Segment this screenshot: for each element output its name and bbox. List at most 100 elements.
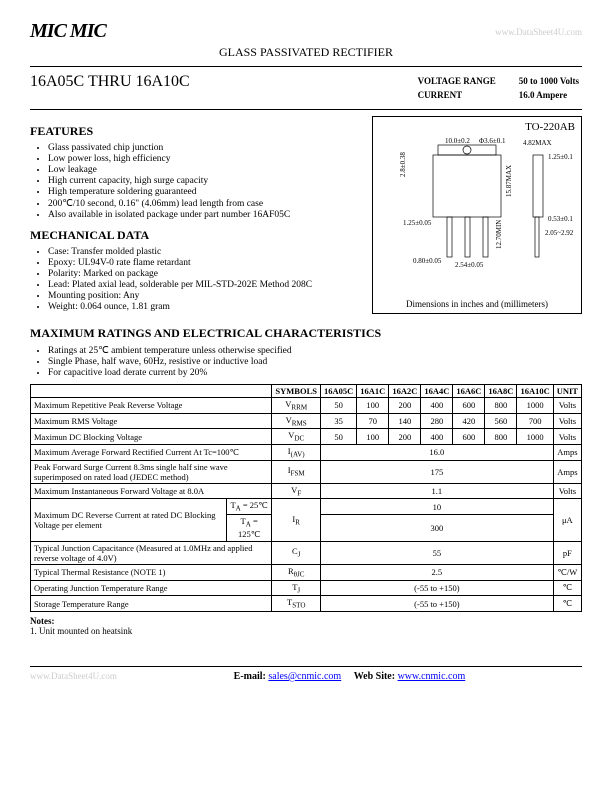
logo-subtitle-block: MIC MIC [30,20,106,43]
doc-subtitle: GLASS PASSIVATED RECTIFIER [30,45,582,60]
table-cell: 800 [485,429,517,445]
svg-text:1.25±0.15: 1.25±0.15 [548,153,573,161]
table-cell: Maximum RMS Voltage [31,413,272,429]
table-cell: Storage Temperature Range [31,596,272,612]
mechanical-item: Epoxy: UL94V-0 rate flame retardant [48,258,362,268]
web-link[interactable]: www.cnmic.com [398,671,466,682]
ratings-heading: MAXIMUM RATINGS AND ELECTRICAL CHARACTER… [30,326,582,341]
table-cell: 100 [357,398,389,414]
table-cell: 50 [321,429,357,445]
table-cell: Maximum Instantaneous Forward Voltage at… [31,483,272,499]
table-cell: 200 [389,398,421,414]
svg-text:15.87MAX: 15.87MAX [505,165,513,197]
current-value: 16.0 Ampere [518,89,580,101]
table-cell: Peak Forward Surge Current 8.3ms single … [31,460,272,483]
table-cell: VRRM [272,398,321,414]
header-row: MIC MIC www.DataSheet4U.com [30,20,582,43]
table-cell: Typical Junction Capacitance (Measured a… [31,541,272,564]
email-label: E-mail: [234,671,266,682]
svg-text:0.53±0.15: 0.53±0.15 [548,215,573,223]
footer: www.DataSheet4U.com E-mail: sales@cnmic.… [30,666,582,682]
svg-text:2.8±0.38: 2.8±0.38 [399,152,407,177]
table-cell: TA = 125℃ [226,515,272,542]
ratings-note: Ratings at 25℃ ambient temperature unles… [48,345,582,356]
voltage-label: VOLTAGE RANGE [417,75,516,87]
ratings-note: For capacitive load derate current by 20… [48,368,582,378]
table-cell: TA = 25℃ [226,499,272,515]
table-cell: VF [272,483,321,499]
svg-text:4.82MAX: 4.82MAX [523,139,552,147]
col-header: 16A6C [453,385,485,398]
notes-block: Notes: 1. Unit mounted on heatsink [30,616,582,636]
col-header: 16A1C [357,385,389,398]
table-cell: 280 [421,413,453,429]
watermark-top: www.DataSheet4U.com [495,27,582,37]
col-header: 16A8C [485,385,517,398]
table-cell: ℃/W [553,564,581,580]
table-cell: 600 [453,398,485,414]
divider [30,66,582,67]
table-cell: IFSM [272,460,321,483]
table-cell: μA [553,499,581,541]
table-cell: 700 [517,413,553,429]
table-cell: 420 [453,413,485,429]
ratings-table: SYMBOLS 16A05C 16A1C 16A2C 16A4C 16A6C 1… [30,384,582,612]
table-cell: ℃ [553,580,581,596]
mechanical-item: Weight: 0.064 ounce, 1.81 gram [48,302,362,312]
feature-item: 200℃/10 second, 0.16" (4.06mm) lead leng… [48,198,362,209]
main-content: FEATURES Glass passivated chip junction … [30,116,582,318]
svg-text:0.80±0.05: 0.80±0.05 [413,257,442,265]
current-label: CURRENT [417,89,516,101]
table-cell: Typical Thermal Resistance (NOTE 1) [31,564,272,580]
table-cell: 140 [389,413,421,429]
col-header: 16A05C [321,385,357,398]
table-cell: Volts [553,429,581,445]
table-cell: Maximum DC Reverse Current at rated DC B… [31,499,227,541]
table-cell: Maximum Repetitive Peak Reverse Voltage [31,398,272,414]
table-cell: VRMS [272,413,321,429]
title-row: 16A05C THRU 16A10C VOLTAGE RANGE50 to 10… [30,73,582,103]
feature-item: High current capacity, high surge capaci… [48,176,362,186]
email-link[interactable]: sales@cnmic.com [268,671,341,682]
table-cell: 55 [321,541,554,564]
mechanical-item: Case: Transfer molded plastic [48,247,362,257]
left-column: FEATURES Glass passivated chip junction … [30,116,362,318]
mechanical-item: Lead: Plated axial lead, solderable per … [48,280,362,290]
watermark-bottom: www.DataSheet4U.com [30,671,117,682]
table-cell: 560 [485,413,517,429]
table-cell: 600 [453,429,485,445]
note-1: 1. Unit mounted on heatsink [30,626,132,636]
table-cell: 70 [357,413,389,429]
features-heading: FEATURES [30,124,362,139]
svg-text:2.05~2.92: 2.05~2.92 [545,229,573,237]
feature-item: Low power loss, high efficiency [48,154,362,164]
notes-label: Notes: [30,616,55,626]
feature-item: Glass passivated chip junction [48,143,362,153]
table-cell: IR [272,499,321,541]
table-cell: Operating Junction Temperature Range [31,580,272,596]
table-cell: 1.1 [321,483,554,499]
svg-text:2.54±0.05: 2.54±0.05 [455,261,484,269]
col-header: UNIT [553,385,581,398]
svg-text:12.70MIN: 12.70MIN [495,220,503,249]
mechanical-heading: MECHANICAL DATA [30,228,362,243]
col-header: 16A10C [517,385,553,398]
features-list: Glass passivated chip junction Low power… [48,143,362,220]
table-cell: Amps [553,460,581,483]
table-cell: (-55 to +150) [321,580,554,596]
table-cell: RθJC [272,564,321,580]
table-cell: 10 [321,499,554,515]
table-cell: VDC [272,429,321,445]
table-cell: 1000 [517,429,553,445]
spec-block: VOLTAGE RANGE50 to 1000 Volts CURRENT16.… [415,73,582,103]
diagram-caption: Dimensions in inches and (millimeters) [373,299,581,309]
ratings-note: Single Phase, half wave, 60Hz, resistive… [48,357,582,367]
table-cell: 175 [321,460,554,483]
logo: MIC MIC [30,20,106,43]
voltage-value: 50 to 1000 Volts [518,75,580,87]
mechanical-item: Polarity: Marked on package [48,269,362,279]
svg-text:1.25±0.05: 1.25±0.05 [403,219,432,227]
feature-item: Low leakage [48,165,362,175]
mechanical-item: Mounting position: Any [48,291,362,301]
table-cell: (-55 to +150) [321,596,554,612]
